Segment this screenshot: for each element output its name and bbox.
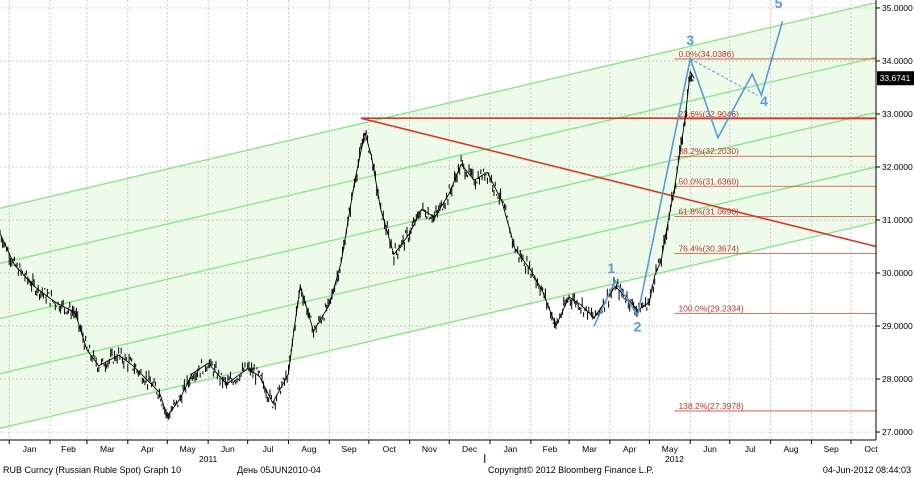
fib-label-6: 100.0%(29.2334) (678, 304, 743, 314)
channel-line-1 (0, 56, 876, 265)
year-label-1: 2012 (665, 454, 684, 464)
x-tick-label-3: Apr (141, 444, 154, 454)
x-tick-label-17: Jun (703, 444, 717, 454)
fib-label-5: 76.4%(30.3674) (678, 244, 739, 254)
fib-label-2: 38.2%(32.2030) (678, 146, 739, 156)
fib-label-3: 50.0%(31.6360) (678, 176, 739, 186)
x-tick-label-7: Aug (301, 444, 316, 454)
channel-line-3 (0, 166, 876, 375)
wave-label-1: 2 (634, 318, 642, 334)
chart-footer: RUB Curncy (Russian Ruble Spot) Graph 10… (0, 463, 914, 477)
x-tick-label-19: Aug (783, 444, 798, 454)
x-tick-label-13: Feb (543, 444, 558, 454)
x-tick-label-0: Jan (23, 444, 37, 454)
trend-line-0 (360, 117, 876, 248)
x-tick-label-21: Oct (864, 444, 878, 454)
last-price-box (877, 71, 914, 86)
wave-label-3: 4 (760, 93, 768, 109)
price-series (0, 70, 695, 420)
footer-security: RUB Curncy (Russian Ruble Spot) Graph 10 (3, 465, 182, 475)
y-tick-label-7: 34.0000 (882, 56, 913, 66)
y-tick-label-5: 32.0000 (882, 162, 913, 172)
wave-path (593, 20, 784, 327)
year-label-0: 2011 (199, 454, 218, 464)
channel-line-4 (0, 221, 876, 430)
x-tick-label-16: May (662, 444, 679, 454)
y-tick-label-4: 31.0000 (882, 215, 913, 225)
axes: 27.0000 28.0000 29.0000 30.0000 31.0000 32.00… (0, 0, 914, 464)
x-tick-label-20: Sep (824, 444, 839, 454)
x-tick-label-18: Jul (745, 444, 756, 454)
y-tick-label-2: 29.0000 (882, 321, 913, 331)
fib-label-0: 0.0%(34.0386) (678, 49, 734, 59)
y-tick-label-8: 35.0000 (882, 3, 913, 13)
channel-line-0 (0, 1, 876, 210)
channel-line-2 (0, 111, 876, 320)
last-price-label: 33.6741 (880, 73, 911, 83)
price-line (0, 70, 695, 418)
x-tick-label-1: Feb (61, 444, 76, 454)
fib-label-4: 61.8%(31.0690) (678, 206, 739, 216)
x-tick-label-10: Nov (422, 444, 438, 454)
y-tick-label-6: 33.0000 (882, 109, 913, 119)
x-tick-label-8: Sep (342, 444, 357, 454)
fib-label-7: 138.2%(27.3978) (678, 401, 743, 411)
x-tick-label-11: Dec (462, 444, 478, 454)
x-tick-label-15: Apr (623, 444, 636, 454)
wave-label-2: 3 (686, 32, 694, 48)
y-tick-label-0: 27.0000 (882, 427, 913, 437)
x-tick-label-9: Oct (383, 444, 397, 454)
wave-projection (690, 58, 758, 96)
footer-timestamp: 04-Jun-2012 08:44:03 (822, 465, 911, 475)
x-tick-label-5: Jun (221, 444, 235, 454)
footer-copyright: Copyright© 2012 Bloomberg Finance L.P. (488, 465, 654, 475)
x-tick-label-6: Jul (263, 444, 274, 454)
y-tick-label-3: 30.0000 (882, 268, 913, 278)
wave-label-4: 5 (775, 0, 783, 11)
channel-lines (0, 1, 876, 430)
x-tick-label-12: Jan (504, 444, 518, 454)
x-tick-label-2: Mar (100, 444, 115, 454)
wave-annotations: 1 2 3 4 5 (593, 0, 784, 334)
x-tick-label-4: May (180, 444, 197, 454)
trend-lines (360, 117, 876, 248)
y-tick-label-1: 28.0000 (882, 374, 913, 384)
grid (0, 0, 880, 440)
x-tick-label-14: Mar (582, 444, 597, 454)
wave-label-0: 1 (607, 260, 615, 276)
footer-period: День 05JUN2010-04 (237, 465, 321, 475)
